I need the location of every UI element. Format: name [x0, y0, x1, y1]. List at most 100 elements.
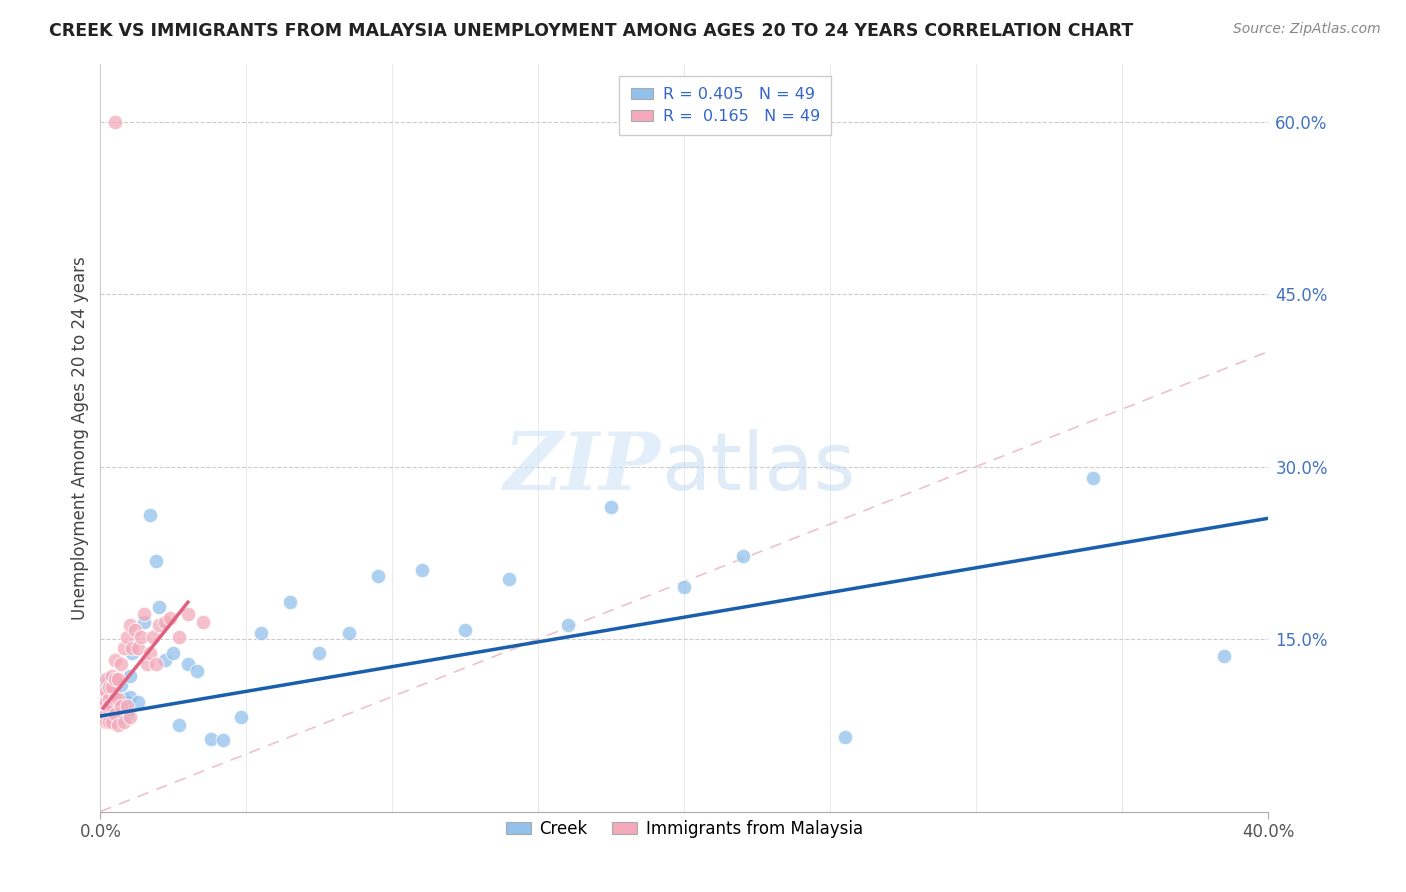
- Point: [411, 563, 433, 577]
- Point: [134, 607, 156, 621]
- Point: [308, 646, 330, 660]
- Point: [112, 710, 135, 724]
- Point: [557, 618, 579, 632]
- Text: Source: ZipAtlas.com: Source: ZipAtlas.com: [1233, 22, 1381, 37]
- Point: [186, 664, 208, 678]
- Point: [98, 698, 121, 713]
- Point: [127, 695, 149, 709]
- Point: [107, 673, 129, 687]
- Point: [115, 695, 138, 709]
- Point: [112, 691, 135, 706]
- Point: [834, 730, 856, 744]
- Point: [134, 615, 156, 629]
- Point: [96, 673, 118, 687]
- Point: [212, 733, 235, 747]
- Point: [107, 690, 129, 704]
- Point: [278, 595, 301, 609]
- Point: [153, 615, 176, 629]
- Point: [229, 710, 252, 724]
- Point: [91, 695, 114, 709]
- Point: [145, 554, 167, 568]
- Point: [139, 646, 162, 660]
- Point: [91, 690, 114, 704]
- Point: [98, 673, 121, 687]
- Point: [191, 615, 214, 629]
- Text: ZIP: ZIP: [505, 429, 661, 507]
- Point: [337, 626, 360, 640]
- Point: [101, 714, 124, 729]
- Point: [127, 641, 149, 656]
- Point: [96, 678, 118, 692]
- Point: [104, 695, 127, 709]
- Point: [124, 623, 146, 637]
- Point: [101, 669, 124, 683]
- Point: [200, 732, 222, 747]
- Point: [153, 653, 176, 667]
- Point: [104, 673, 127, 687]
- Point: [104, 713, 127, 727]
- Legend: Creek, Immigrants from Malaysia: Creek, Immigrants from Malaysia: [499, 813, 869, 845]
- Point: [148, 599, 170, 614]
- Point: [1081, 471, 1104, 485]
- Point: [250, 626, 273, 640]
- Point: [454, 623, 477, 637]
- Point: [98, 690, 121, 704]
- Point: [98, 691, 121, 706]
- Point: [177, 657, 200, 672]
- Point: [98, 703, 121, 717]
- Point: [115, 630, 138, 644]
- Point: [121, 641, 143, 656]
- Point: [107, 691, 129, 706]
- Point: [167, 630, 190, 644]
- Point: [367, 568, 389, 582]
- Point: [110, 701, 132, 715]
- Point: [96, 695, 118, 709]
- Text: atlas: atlas: [661, 429, 855, 507]
- Point: [731, 549, 754, 564]
- Point: [104, 706, 127, 721]
- Point: [98, 681, 121, 695]
- Point: [110, 678, 132, 692]
- Point: [96, 706, 118, 721]
- Point: [91, 710, 114, 724]
- Point: [115, 698, 138, 713]
- Point: [115, 706, 138, 721]
- Point: [101, 698, 124, 713]
- Point: [142, 630, 165, 644]
- Point: [145, 657, 167, 672]
- Point: [139, 508, 162, 522]
- Point: [104, 114, 127, 128]
- Point: [101, 681, 124, 695]
- Point: [600, 500, 623, 514]
- Point: [148, 618, 170, 632]
- Point: [107, 718, 129, 732]
- Point: [104, 673, 127, 687]
- Point: [118, 690, 141, 704]
- Point: [129, 630, 152, 644]
- Point: [118, 669, 141, 683]
- Point: [110, 698, 132, 713]
- Point: [91, 701, 114, 715]
- Y-axis label: Unemployment Among Ages 20 to 24 years: Unemployment Among Ages 20 to 24 years: [72, 256, 89, 620]
- Point: [177, 607, 200, 621]
- Point: [104, 653, 127, 667]
- Point: [498, 572, 520, 586]
- Point: [112, 714, 135, 729]
- Point: [118, 618, 141, 632]
- Point: [121, 646, 143, 660]
- Point: [91, 695, 114, 709]
- Point: [118, 710, 141, 724]
- Point: [159, 611, 181, 625]
- Point: [162, 646, 184, 660]
- Point: [167, 718, 190, 732]
- Point: [1213, 649, 1236, 664]
- Text: CREEK VS IMMIGRANTS FROM MALAYSIA UNEMPLOYMENT AMONG AGES 20 TO 24 YEARS CORRELA: CREEK VS IMMIGRANTS FROM MALAYSIA UNEMPL…: [49, 22, 1133, 40]
- Point: [107, 706, 129, 721]
- Point: [96, 683, 118, 698]
- Point: [101, 701, 124, 715]
- Point: [96, 706, 118, 721]
- Point: [104, 691, 127, 706]
- Point: [98, 714, 121, 729]
- Point: [101, 683, 124, 698]
- Point: [96, 714, 118, 729]
